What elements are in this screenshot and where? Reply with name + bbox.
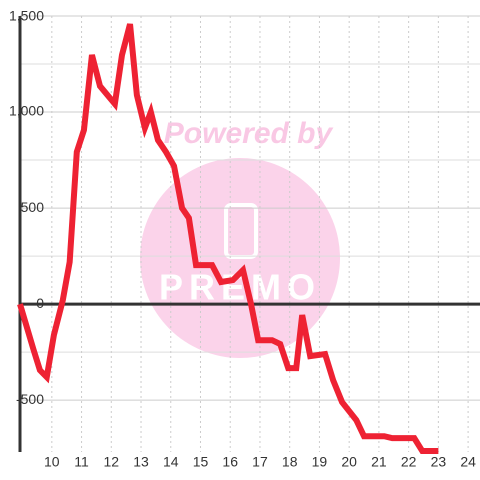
- x-tick-label: 11: [74, 454, 89, 470]
- line-series: [17, 23, 439, 455]
- y-tick-label: -500: [16, 391, 44, 407]
- x-tick-label: 15: [193, 454, 209, 470]
- x-tick-label: 24: [460, 454, 476, 470]
- x-tick-label: 21: [371, 454, 387, 470]
- x-tick-label: 16: [222, 454, 238, 470]
- y-tick-label: 1,500: [9, 8, 44, 24]
- x-tick-label: 18: [282, 454, 298, 470]
- x-tick-label: 12: [103, 454, 119, 470]
- y-tick-label: 0: [36, 295, 44, 311]
- watermark-icon: [224, 203, 258, 259]
- x-tick-label: 10: [44, 454, 60, 470]
- x-tick-label: 14: [163, 454, 179, 470]
- x-tick-label: 19: [312, 454, 328, 470]
- x-tick-label: 23: [431, 454, 447, 470]
- x-tick-label: 22: [401, 454, 417, 470]
- x-tick-label: 17: [252, 454, 268, 470]
- x-tick-label: 20: [341, 454, 357, 470]
- watermark-text: Powered by: [164, 117, 334, 150]
- y-tick-label: 1,000: [9, 103, 44, 119]
- x-tick-label: 13: [133, 454, 149, 470]
- y-tick-label: 500: [21, 199, 45, 215]
